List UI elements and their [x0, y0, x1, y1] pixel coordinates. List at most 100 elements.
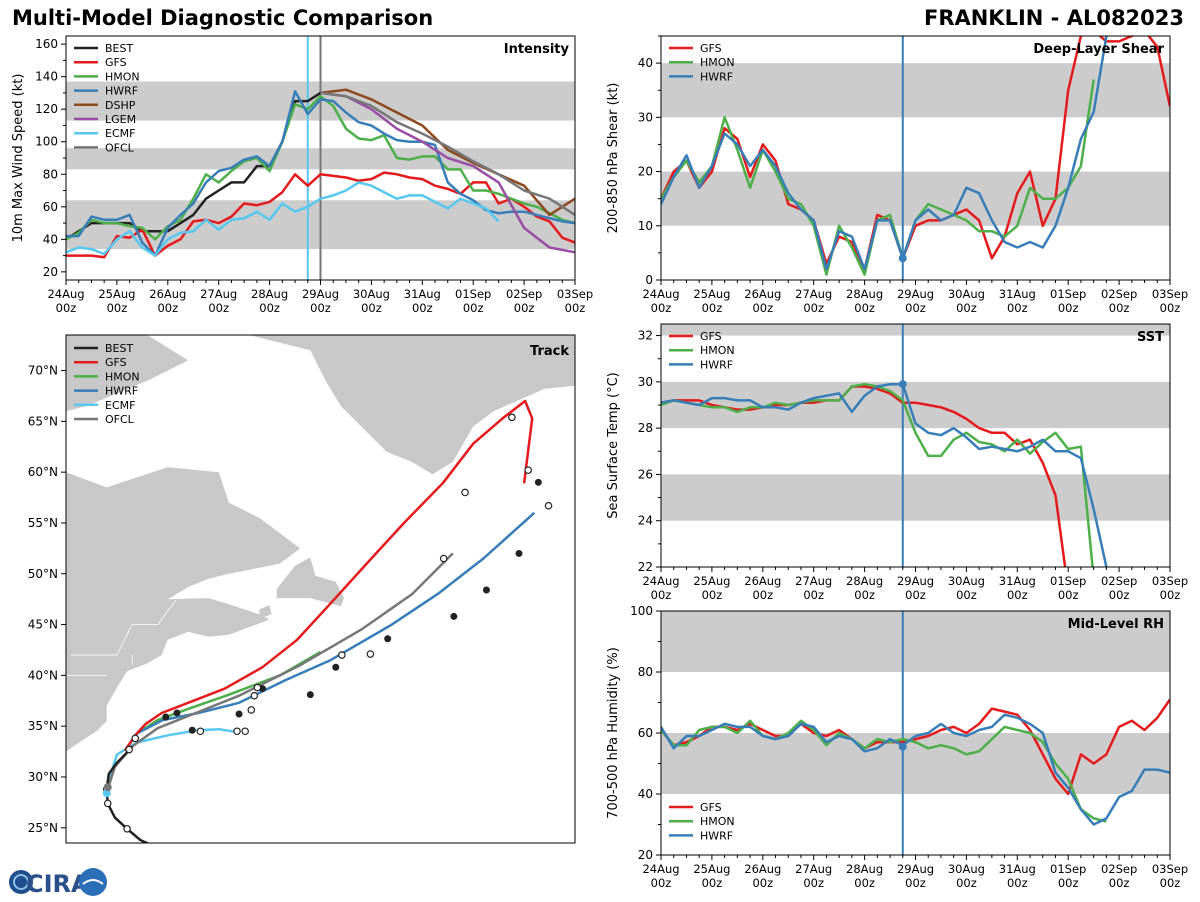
shear-xtick-day: 24Aug	[642, 287, 679, 301]
sst-band	[661, 324, 1170, 336]
rh-xtick-day: 31Aug	[999, 862, 1036, 876]
intensity-ytick-label: 20	[43, 265, 58, 279]
rh-xtick-hour: 00z	[702, 876, 723, 890]
track-point-solid	[384, 635, 392, 643]
rh-xtick-day: 02Sep	[1101, 862, 1137, 876]
shear-ylabel: 200-850 hPa Shear (kt)	[606, 83, 621, 234]
intensity-xtick-hour: 00z	[310, 301, 331, 315]
rh-ytick-label: 60	[638, 726, 653, 740]
sst-xtick-hour: 00z	[1160, 588, 1181, 602]
rh-xtick-hour: 00z	[1058, 876, 1079, 890]
shear-xtick-hour: 00z	[1160, 301, 1181, 315]
sst-plot-area	[661, 324, 1170, 567]
shear-init-marker	[898, 254, 907, 263]
track-point-open	[125, 745, 133, 754]
track-point-open	[131, 734, 140, 743]
shear-legend-label-hmon: HMON	[700, 56, 735, 69]
track-point-solid	[173, 709, 181, 717]
track-point-open	[241, 727, 249, 736]
track-point-open	[439, 554, 448, 563]
rh-ytick-label: 80	[638, 665, 653, 679]
storm-id-title: FRANKLIN - AL082023	[923, 6, 1184, 30]
sst-xtick-day: 03Sep	[1152, 574, 1188, 588]
sst-xtick-hour: 00z	[651, 588, 672, 602]
track-legend-label-best: BEST	[105, 342, 133, 355]
rh-band	[661, 611, 1170, 672]
rh-ytick-label: 40	[638, 787, 653, 801]
sst-xtick-day: 27Aug	[795, 574, 832, 588]
track-land-newfoundland	[276, 557, 344, 607]
intensity-legend-label-lgem: LGEM	[105, 113, 136, 126]
track-land-baffin	[66, 335, 148, 371]
track-point-open	[338, 651, 346, 659]
track-point-open	[250, 691, 259, 700]
sst-series-hmon	[661, 382, 1094, 567]
track-panel: 25°N 30°N 35°N 40°N 45°N 50°N 55°N 60°N 65°N 70°N…	[28, 334, 576, 850]
rh-xtick-hour: 00z	[651, 876, 672, 890]
intensity-legend-label-best: BEST	[105, 42, 133, 55]
rh-xtick-day: 28Aug	[846, 862, 883, 876]
intensity-legend-label-ofcl: OFCL	[105, 141, 135, 154]
rh-xtick-hour: 00z	[1109, 876, 1130, 890]
shear-xtick-hour: 00z	[702, 301, 723, 315]
shear-xtick-hour: 00z	[956, 301, 977, 315]
intensity-xtick-hour: 00z	[412, 301, 433, 315]
sst-series-hwrf	[661, 382, 1108, 567]
track-lat-label: 40°N	[28, 668, 58, 682]
rh-xtick-day: 01Sep	[1050, 862, 1086, 876]
rh-xtick-day: 30Aug	[948, 862, 985, 876]
track-point-open	[103, 799, 112, 808]
intensity-xtick-hour: 00z	[208, 301, 229, 315]
intensity-xtick-day: 03Sep	[557, 287, 593, 301]
sst-xtick-day: 28Aug	[846, 574, 883, 588]
shear-plot-area	[661, 36, 1170, 280]
track-title: Track	[530, 344, 569, 359]
sst-ytick-label: 28	[638, 421, 653, 435]
track-legend-label-ofcl: OFCL	[105, 413, 135, 426]
intensity-ylabel: 10m Max Wind Speed (kt)	[11, 74, 26, 243]
intensity-legend-label-hmon: HMON	[105, 70, 140, 83]
rh-xtick-hour: 00z	[1160, 876, 1181, 890]
intensity-panel: 2040608010012014016024Aug00z25Aug00z26Au…	[11, 35, 593, 315]
track-legend-label-hwrf: HWRF	[105, 385, 138, 398]
track-lat-label: 30°N	[28, 770, 58, 784]
shear-xtick-day: 28Aug	[846, 287, 883, 301]
track-point-solid	[534, 478, 542, 486]
shear-xtick-day: 01Sep	[1050, 287, 1086, 301]
track-series-ecmf	[106, 727, 240, 795]
sst-xtick-day: 30Aug	[948, 574, 985, 588]
shear-xtick-day: 30Aug	[948, 287, 985, 301]
rh-xtick-day: 24Aug	[642, 862, 679, 876]
track-point-open	[247, 706, 256, 714]
shear-ytick-label: 0	[645, 273, 653, 287]
track-point-solid	[162, 713, 170, 721]
sst-xtick-hour: 00z	[854, 588, 875, 602]
shear-band	[661, 171, 1170, 226]
shear-ytick-label: 10	[638, 219, 653, 233]
track-lat-label: 65°N	[28, 414, 58, 428]
track-point-open	[233, 727, 241, 736]
sst-legend-label-gfs: GFS	[700, 330, 722, 343]
page-title: Multi-Model Diagnostic Comparison	[12, 6, 434, 30]
intensity-xtick-day: 30Aug	[353, 287, 390, 301]
rh-legend-label-hwrf: HWRF	[700, 829, 733, 842]
rh-xtick-day: 29Aug	[897, 862, 934, 876]
sst-xtick-hour: 00z	[1109, 588, 1130, 602]
track-point-open	[253, 683, 262, 692]
track-point-solid	[235, 710, 243, 718]
partner-seal-icon	[79, 868, 107, 896]
sst-panel: 22242628303224Aug00z25Aug00z26Aug00z27Au…	[606, 323, 1188, 602]
rh-xtick-day: 26Aug	[744, 862, 781, 876]
intensity-series-ofcl	[320, 91, 575, 216]
track-point-open	[152, 844, 158, 850]
track-point-solid	[482, 586, 490, 594]
rh-xtick-hour: 00z	[803, 876, 824, 890]
rh-panel: 2040608010024Aug00z25Aug00z26Aug00z27Aug…	[606, 604, 1188, 890]
sst-xtick-hour: 00z	[752, 588, 773, 602]
sst-init-marker	[898, 380, 907, 389]
track-legend-label-gfs: GFS	[105, 356, 127, 369]
track-point-ofcl-start	[103, 783, 112, 792]
shear-xtick-hour: 00z	[651, 301, 672, 315]
intensity-xtick-hour: 00z	[361, 301, 382, 315]
